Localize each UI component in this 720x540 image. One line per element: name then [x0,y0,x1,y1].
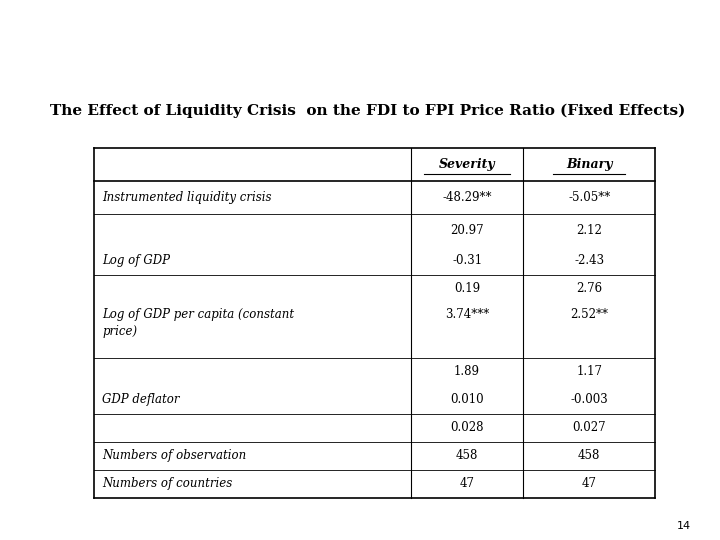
Text: 14: 14 [677,521,691,531]
Text: 47: 47 [582,477,597,490]
Text: 0.19: 0.19 [454,282,480,295]
Text: Severity: Severity [438,158,495,171]
Text: 0.028: 0.028 [450,421,484,434]
Text: Instrumented liquidity crisis: Instrumented liquidity crisis [102,191,271,204]
Text: Numbers of countries: Numbers of countries [102,477,233,490]
Text: Log of GDP: Log of GDP [102,254,170,267]
Text: 458: 458 [456,449,478,462]
Text: Log of GDP per capita (constant
price): Log of GDP per capita (constant price) [102,308,294,338]
Text: -0.003: -0.003 [570,393,608,406]
Text: -5.05**: -5.05** [568,191,611,204]
Text: Cornell University: Cornell University [115,27,310,46]
Text: 1.17: 1.17 [576,365,602,378]
Text: 3.74***: 3.74*** [445,308,489,321]
Text: Numbers of observation: Numbers of observation [102,449,246,462]
Text: The Effect of Liquidity Crisis  on the FDI to FPI Price Ratio (Fixed Effects): The Effect of Liquidity Crisis on the FD… [50,103,685,118]
Text: 1.89: 1.89 [454,365,480,378]
Text: -48.29**: -48.29** [442,191,492,204]
Text: Binary: Binary [566,158,613,171]
Text: 2.12: 2.12 [576,224,602,237]
Text: 2.52**: 2.52** [570,308,608,321]
Text: 0.010: 0.010 [450,393,484,406]
Text: GDP deflator: GDP deflator [102,393,180,406]
Text: 458: 458 [578,449,600,462]
Text: 2.76: 2.76 [576,282,602,295]
Text: 47: 47 [459,477,474,490]
Text: -2.43: -2.43 [574,254,604,267]
Text: -0.31: -0.31 [452,254,482,267]
Text: 20.97: 20.97 [450,224,484,237]
Text: 0.027: 0.027 [572,421,606,434]
